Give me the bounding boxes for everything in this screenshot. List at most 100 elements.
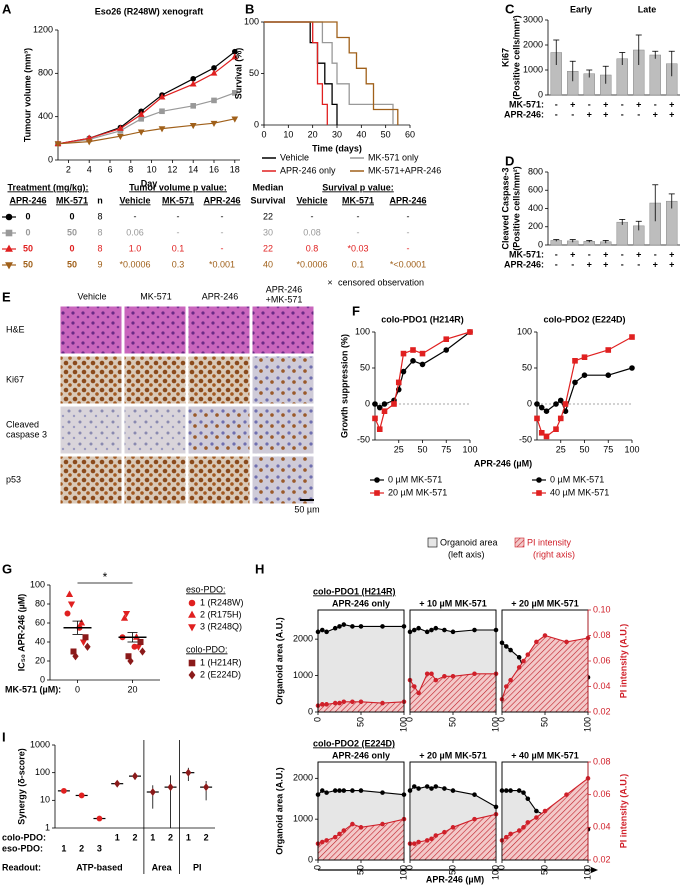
marker [320,839,325,845]
tick-label: 50 [539,717,549,727]
marker [188,610,196,618]
series-line [501,634,589,700]
table-column-header: APR-246 [9,195,46,205]
row-value: 1 [61,843,66,853]
table-cell: 22 [263,211,273,221]
axis-label: Growth suppression (%) [339,334,349,438]
table-cell: 1.0 [129,243,142,253]
legend-label: 40 µM MK-571 [550,487,609,497]
tick-label: 50 [447,717,457,727]
row-label: colo-PDO: [2,832,46,842]
tick-label: 100 [30,579,45,589]
marker [543,408,550,415]
tick-label: 12 [167,164,177,174]
marker [203,783,210,792]
marker [424,671,430,677]
marker [433,677,439,683]
marker [350,821,355,827]
legend-heading: colo-PDO: [186,644,228,654]
tick-label: 75 [441,444,451,454]
marker [332,788,338,793]
tick-label: 100 [582,865,592,880]
marker [429,786,434,791]
marker [564,639,569,645]
legend-swatch [427,537,438,548]
survival-curve [264,21,328,125]
condition-sign: - [555,109,558,119]
condition-sign: + [653,259,658,269]
marker [410,358,416,364]
marker [139,647,146,656]
histology-image [59,405,123,455]
marker [210,120,218,127]
column-label: +MK-571 [266,294,303,304]
panel-title: + 40 µM MK-571 [511,750,578,760]
tick-label: 0 [254,119,259,129]
marker [508,647,513,653]
marker [320,702,325,707]
condition-sign: - [637,259,640,269]
note-symbol: × [327,277,332,287]
tick-label: 0.10 [593,604,611,614]
marker [508,788,513,793]
tick-label: 100 [462,444,477,454]
tick-label: 50 [360,362,370,372]
axis-label: Synergy (δ-score) [16,748,26,824]
histology-image [187,305,251,355]
marker [504,644,509,649]
table-cell: 30 [263,227,273,237]
tick-label: 0 [404,865,414,870]
tick-label: 20 [308,129,318,139]
histology-image [251,305,315,355]
marker [159,108,165,115]
marker [211,97,217,104]
tick-label: 0.04 [593,681,611,691]
tick-label: 100 [517,326,532,336]
marker [443,347,450,353]
marker [337,624,342,629]
marker [442,829,447,835]
marker [188,670,196,680]
marker [137,110,145,117]
pi-area [410,673,496,712]
tick-label: -50 [357,434,370,444]
marker [137,639,144,645]
axis-label: (Positive cells/mm²) [511,166,521,251]
legend-note: (right axis) [533,549,575,559]
condition-sign: - [654,99,657,109]
marker [508,831,513,837]
marker [54,141,62,148]
marker [557,397,564,404]
tick-label: 4 [87,164,92,174]
chart-title: Eso26 (R248W) xenograft [95,6,204,16]
marker [443,336,450,342]
tick-label: 16 [209,164,219,174]
marker [433,625,439,631]
table-column-header: APR-246 [203,195,240,205]
marker [122,611,131,618]
column-label: APR-246 [266,284,303,294]
marker [332,834,338,840]
condition-sign: + [669,249,674,259]
condition-sign: + [603,99,608,109]
table-cell: - [407,243,410,253]
panel-title: + 10 µM MK-571 [419,598,486,608]
marker [534,401,540,407]
tick-label: 2000 [293,773,313,783]
condition-sign: - [621,249,624,259]
marker [190,75,196,82]
table-group-header: Survival p value: [322,182,394,192]
marker [120,614,129,621]
marker [358,825,364,830]
marker [211,65,217,71]
tick-label: 0 [261,129,266,139]
tick-label: 10 [283,129,293,139]
marker [536,490,542,496]
table-cell: - [357,211,360,221]
series-line [57,51,236,145]
table-cell: 0.8 [306,243,319,253]
tick-label: 0 [40,674,45,684]
marker [5,213,13,221]
tick-label: 50 [579,444,589,454]
marker [521,825,526,830]
